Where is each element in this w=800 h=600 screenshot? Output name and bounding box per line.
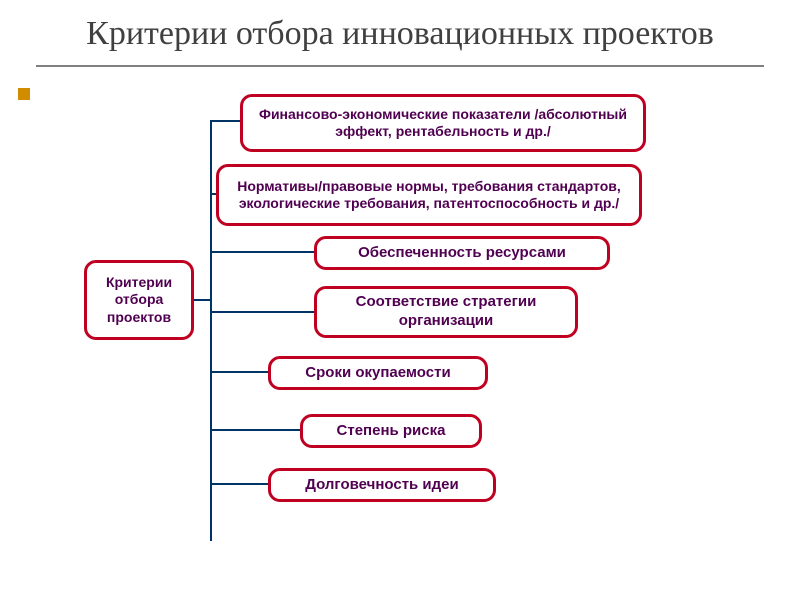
connector-line	[210, 371, 268, 373]
connector-line	[210, 311, 314, 313]
criterion-node-0: Финансово-экономические показатели /абсо…	[240, 94, 646, 152]
connector-line	[210, 121, 212, 541]
criterion-node-2-label: Обеспеченность ресурсами	[358, 244, 566, 263]
connector-line	[210, 483, 268, 485]
criterion-node-4: Сроки окупаемости	[268, 356, 488, 390]
criterion-node-3-label: Соответствие стратегии организации	[327, 293, 565, 331]
connector-line	[210, 120, 240, 122]
criterion-node-0-label: Финансово-экономические показатели /абсо…	[253, 106, 633, 141]
title-rule	[36, 65, 764, 67]
slide-title: Критерии отбора инновационных проектов	[40, 14, 760, 53]
root-node-label: Критерии отбора проектов	[97, 274, 181, 327]
criterion-node-2: Обеспеченность ресурсами	[314, 236, 610, 270]
connector-line	[194, 299, 210, 301]
criterion-node-5-label: Степень риска	[337, 422, 446, 441]
criterion-node-3: Соответствие стратегии организации	[314, 286, 578, 338]
root-node: Критерии отбора проектов	[84, 260, 194, 340]
criterion-node-6: Долговечность идеи	[268, 468, 496, 502]
diagram-canvas: Критерии отбора проектов Финансово-эконом…	[0, 88, 800, 588]
title-block: Критерии отбора инновационных проектов	[0, 0, 800, 57]
connector-line	[210, 251, 314, 253]
criterion-node-6-label: Долговечность идеи	[305, 476, 459, 495]
criterion-node-4-label: Сроки окупаемости	[305, 364, 450, 383]
connector-line	[210, 429, 300, 431]
slide: Критерии отбора инновационных проектов К…	[0, 0, 800, 600]
criterion-node-1-label: Нормативы/правовые нормы, требования ста…	[229, 178, 629, 213]
criterion-node-5: Степень риска	[300, 414, 482, 448]
criterion-node-1: Нормативы/правовые нормы, требования ста…	[216, 164, 642, 226]
